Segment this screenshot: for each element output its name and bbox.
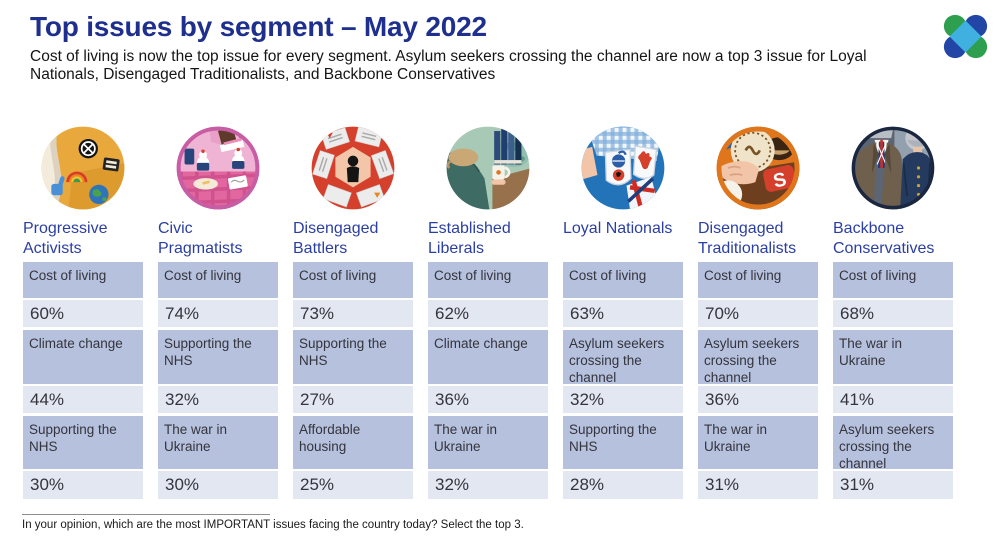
flower-logo-icon [943, 14, 988, 59]
issue-value: 62% [428, 300, 548, 327]
issue-value: 68% [833, 300, 953, 327]
issue-value: 70% [698, 300, 818, 327]
issue-value: 31% [698, 471, 818, 499]
backbone-conservatives-avatar-icon [849, 124, 937, 212]
issue-value: 60% [23, 300, 143, 327]
issue-label: Cost of living [23, 262, 143, 298]
issue-label: The war in Ukraine [158, 416, 278, 469]
segment-name: Progressive Activists [23, 220, 108, 257]
more-in-common-flower-logo-icon [942, 13, 989, 60]
issue-value: 73% [293, 300, 413, 327]
issue-label: Cost of living [563, 262, 683, 298]
issue-value: 32% [158, 386, 278, 413]
segment-column-disengaged-battlers: Disengaged Battlers Cost of living 73% S… [293, 124, 413, 502]
issue-label: Asylum seekers crossing the channel [833, 416, 953, 471]
issue-label: Asylum seekers crossing the channel [698, 330, 818, 385]
civic-pragmatists-avatar-icon [174, 124, 262, 212]
segment-column-established-liberals: Established Liberals Cost of living 62% … [428, 124, 548, 502]
issue-value: 74% [158, 300, 278, 327]
segment-name: Disengaged Battlers [293, 220, 379, 257]
issue-value: 25% [293, 471, 413, 499]
established-liberals-avatar-icon [444, 124, 532, 212]
issue-label: Cost of living [158, 262, 278, 298]
segment-column-loyal-nationals: Loyal Nationals Cost of living 63% Asylu… [563, 124, 683, 502]
issue-label: Affordable housing [293, 416, 413, 469]
progressive-activists-avatar-icon [39, 124, 127, 212]
subtitle: Cost of living is now the top issue for … [30, 47, 867, 84]
svg-text:S: S [771, 168, 788, 192]
segment-column-backbone-conservatives: Backbone Conservatives Cost of living 68… [833, 124, 953, 502]
segment-column-disengaged-traditionalists: S Disengaged Traditionalists Cost of liv… [698, 124, 818, 502]
segment-name: Disengaged Traditionalists [698, 220, 797, 257]
issue-label: Climate change [23, 330, 143, 384]
issue-value: 31% [833, 471, 953, 499]
issue-label: The war in Ukraine [428, 416, 548, 469]
disengaged-battlers-avatar-icon [309, 124, 397, 212]
issue-value: 32% [563, 386, 683, 413]
segment-name: Civic Pragmatists [158, 220, 243, 257]
issue-value: 41% [833, 386, 953, 413]
segment-column-civic-pragmatists: Civic Pragmatists Cost of living 74% Sup… [158, 124, 278, 502]
issue-value: 28% [563, 471, 683, 499]
segment-name: Backbone Conservatives [833, 220, 935, 257]
issue-value: 36% [698, 386, 818, 413]
issue-label: Cost of living [833, 262, 953, 298]
issue-value: 30% [158, 471, 278, 499]
issue-label: Supporting the NHS [23, 416, 143, 469]
issue-label: Supporting the NHS [563, 416, 683, 469]
issue-label: The war in Ukraine [833, 330, 953, 384]
issue-value: 27% [293, 386, 413, 413]
issue-label: Climate change [428, 330, 548, 384]
issue-label: The war in Ukraine [698, 416, 818, 469]
survey-question-note: In your opinion, which are the most IMPO… [22, 519, 524, 531]
segment-name: Established Liberals [428, 220, 511, 257]
footer: In your opinion, which are the most IMPO… [22, 514, 524, 531]
issue-value: 63% [563, 300, 683, 327]
issue-label: Cost of living [293, 262, 413, 298]
disengaged-traditionalists-avatar-icon: S [714, 124, 802, 212]
page-title: Top issues by segment – May 2022 [30, 11, 487, 42]
issue-label: Cost of living [428, 262, 548, 298]
issue-label: Supporting the NHS [293, 330, 413, 384]
segment-name: Loyal Nationals [563, 220, 673, 237]
issue-value: 30% [23, 471, 143, 499]
loyal-nationals-avatar-icon [579, 124, 667, 212]
issue-label: Asylum seekers crossing the channel [563, 330, 683, 385]
header: Top issues by segment – May 2022 Cost of… [30, 11, 930, 85]
segment-column-progressive-activists: Progressive Activists Cost of living 60%… [23, 124, 143, 502]
issue-value: 36% [428, 386, 548, 413]
issue-value: 32% [428, 471, 548, 499]
segments-row: Progressive Activists Cost of living 60%… [23, 124, 953, 502]
issue-label: Cost of living [698, 262, 818, 298]
issue-value: 44% [23, 386, 143, 413]
issue-label: Supporting the NHS [158, 330, 278, 384]
footer-divider [22, 514, 270, 515]
